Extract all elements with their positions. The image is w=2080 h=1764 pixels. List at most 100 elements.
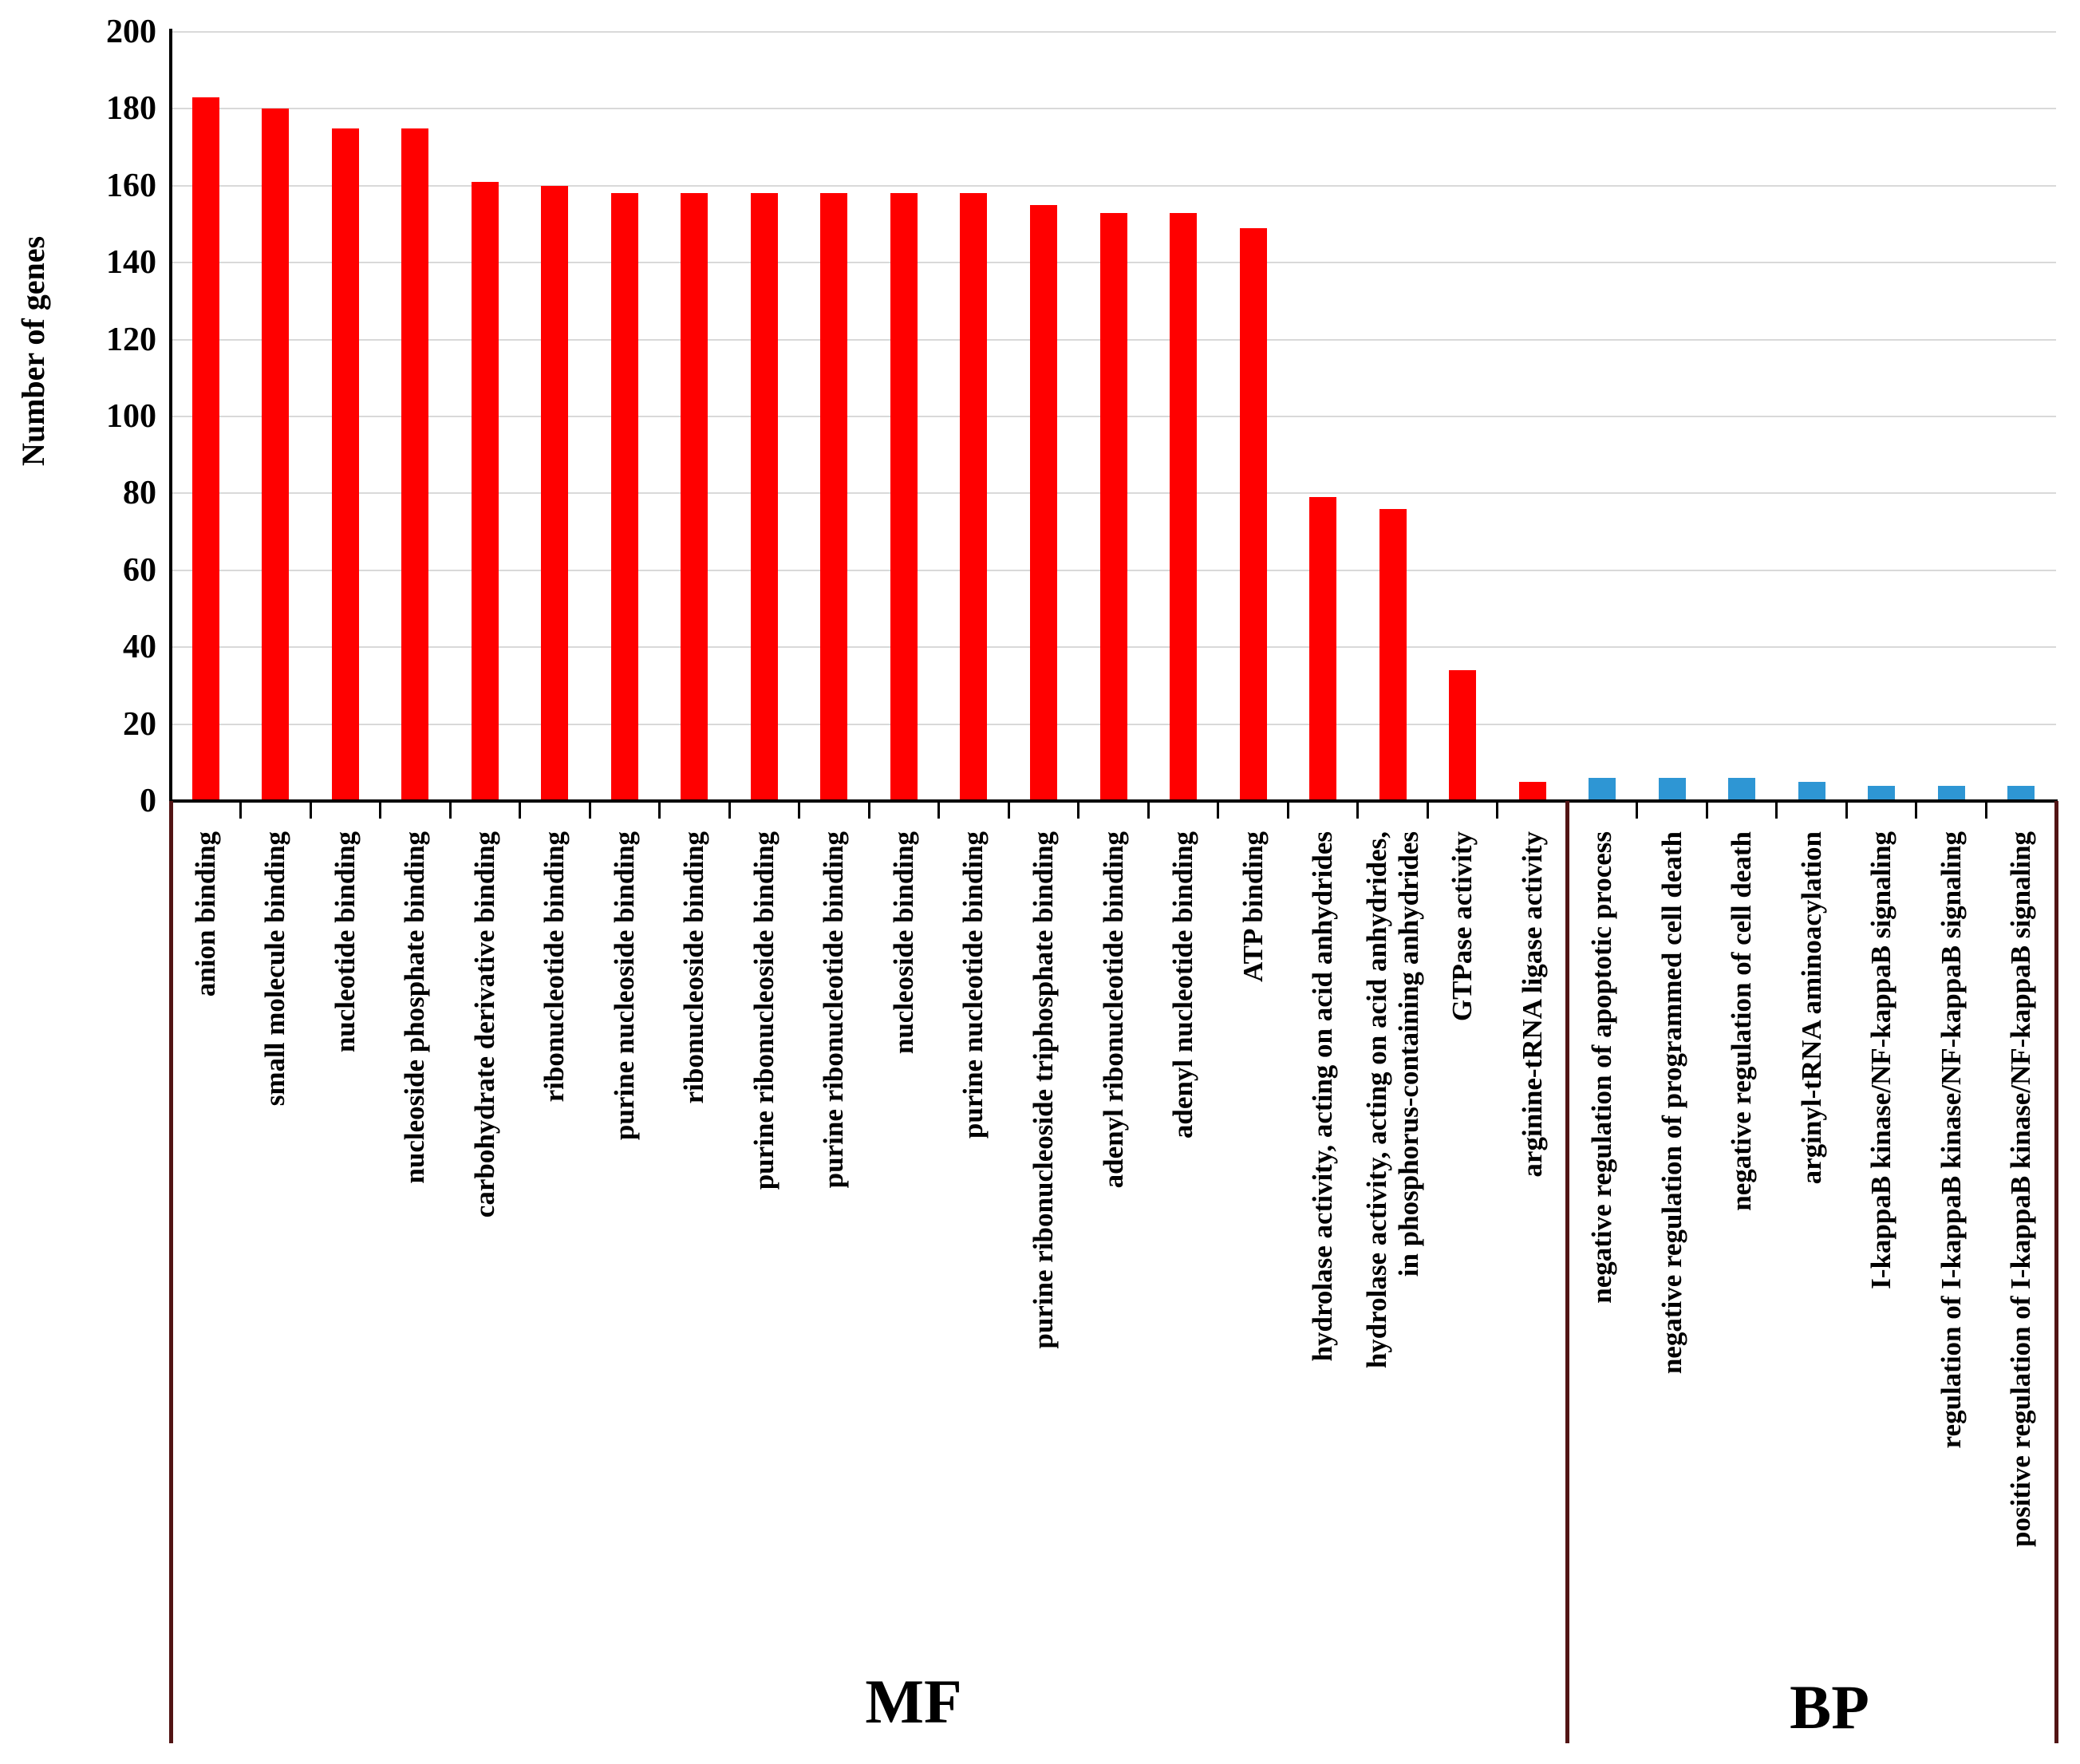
y-axis-tick-label: 160	[106, 167, 156, 204]
x-axis-tick	[798, 801, 801, 819]
x-axis-tick	[1286, 801, 1289, 819]
bar	[960, 193, 988, 801]
x-axis-tick	[1915, 801, 1918, 819]
x-axis-tick	[1147, 801, 1150, 819]
x-axis-label-text: hydrolase activity, acting on acid anhyd…	[1307, 831, 1339, 1362]
bar	[890, 193, 918, 801]
gridline	[171, 184, 2056, 187]
x-axis-label-text: anion binding	[189, 831, 221, 997]
bar	[681, 193, 708, 801]
x-axis-tick	[1845, 801, 1848, 819]
x-axis-label-text: nucleoside phosphate binding	[399, 831, 431, 1184]
x-axis-label-text: ribonucleotide binding	[539, 831, 570, 1103]
x-axis-tick	[1356, 801, 1360, 819]
x-axis-tick	[937, 801, 941, 819]
bar	[1309, 497, 1337, 801]
x-axis-label-text: hydrolase activity, acting on acid anhyd…	[1360, 831, 1424, 1369]
x-axis-label-text: carbohydrate derivative binding	[468, 831, 500, 1218]
x-axis-tick	[1426, 801, 1429, 819]
x-axis-line	[169, 799, 2058, 803]
bar	[1798, 781, 1825, 801]
x-axis-tick	[1775, 801, 1778, 819]
x-axis-label-text: purine nucleoside binding	[608, 831, 640, 1141]
bar	[2007, 785, 2035, 801]
gridline	[171, 31, 2056, 33]
bar	[471, 181, 499, 801]
left-group-border	[168, 801, 173, 1743]
x-axis-label-text: I-kappaB kinase/NF-kappaB signaling	[1865, 831, 1897, 1289]
bar	[401, 128, 429, 801]
bar	[1518, 781, 1546, 801]
x-axis-label-text: arginyl-tRNA aminoacylation	[1795, 831, 1827, 1185]
bar	[820, 193, 848, 801]
x-axis-tick	[1705, 801, 1708, 819]
x-axis-label-text: nucleoside binding	[887, 831, 919, 1055]
x-axis-tick	[519, 801, 522, 819]
bar	[1239, 227, 1267, 801]
bar	[331, 128, 359, 801]
x-axis-label-text: purine ribonucleoside binding	[748, 831, 780, 1190]
y-axis-tick-label: 80	[123, 475, 156, 512]
x-axis-label-text: arginine-tRNA ligase activity	[1516, 831, 1548, 1178]
x-axis-tick	[1496, 801, 1499, 819]
y-axis-tick-label: 60	[123, 551, 156, 589]
group-label-mf: MF	[865, 1667, 962, 1736]
x-axis-label-text: purine ribonucleotide binding	[818, 831, 850, 1189]
y-axis-tick-label: 180	[106, 90, 156, 128]
x-axis-label-text: purine ribonucleoside triphosphate bindi…	[1027, 831, 1059, 1349]
bar	[1029, 204, 1057, 801]
x-axis-tick	[379, 801, 382, 819]
x-axis-label-text: nucleotide binding	[329, 831, 361, 1053]
y-axis-tick-label: 120	[106, 321, 156, 358]
group-label-bp: BP	[1790, 1672, 1869, 1742]
y-axis-tick-label: 40	[123, 629, 156, 666]
gridline	[171, 108, 2056, 110]
x-axis-tick	[658, 801, 661, 819]
x-axis-tick	[1217, 801, 1220, 819]
x-axis-label-text: ATP binding	[1237, 831, 1269, 983]
x-axis-label-text: negative regulation of programmed cell d…	[1656, 831, 1687, 1375]
right-group-border	[2054, 801, 2058, 1743]
bar	[262, 109, 290, 801]
x-axis-label-text: negative regulation of apoptotic process	[1586, 831, 1618, 1304]
y-axis-tick-label: 140	[106, 244, 156, 282]
bar	[1379, 508, 1407, 801]
x-axis-label-text: positive regulation of I-kappaB kinase/N…	[2005, 831, 2037, 1547]
y-axis-line	[169, 29, 172, 803]
x-axis-label-text: regulation of I-kappaB kinase/NF-kappaB …	[1935, 831, 1967, 1449]
y-axis-tick-label: 20	[123, 705, 156, 743]
x-axis-tick	[309, 801, 312, 819]
x-axis-label-text: ribonucleoside binding	[678, 831, 710, 1104]
y-axis-tick-label: 200	[106, 14, 156, 50]
x-axis-label-text: adenyl nucleotide binding	[1167, 831, 1199, 1139]
bar	[1658, 778, 1686, 801]
x-axis-label-text: adenyl ribonucleotide binding	[1097, 831, 1129, 1189]
bar	[1728, 778, 1756, 801]
bar	[191, 97, 219, 801]
x-axis-tick	[448, 801, 452, 819]
mf-bp-divider	[1565, 801, 1569, 1743]
y-axis-tick-label: 100	[106, 398, 156, 435]
x-axis-tick	[867, 801, 870, 819]
y-axis-tick-label: 0	[140, 783, 156, 819]
x-axis-tick	[1984, 801, 1987, 819]
bar	[1868, 785, 1896, 801]
x-axis-label-text: negative regulation of cell death	[1726, 831, 1758, 1211]
bar	[1449, 670, 1477, 801]
x-axis-tick	[728, 801, 731, 819]
x-axis-label-text: purine nucleotide binding	[957, 831, 989, 1139]
bar	[1589, 778, 1616, 801]
x-axis-tick	[1077, 801, 1080, 819]
bar	[1099, 212, 1127, 801]
x-axis-tick	[239, 801, 243, 819]
bar	[750, 193, 778, 801]
bar	[1937, 785, 1965, 801]
bar	[1170, 212, 1198, 801]
x-axis-tick	[588, 801, 591, 819]
x-axis-label-text: small molecule binding	[259, 831, 291, 1107]
bar	[610, 193, 638, 801]
x-axis-tick	[1636, 801, 1639, 819]
x-axis-label-text: GTPase activity	[1447, 831, 1478, 1022]
bar	[541, 185, 569, 801]
